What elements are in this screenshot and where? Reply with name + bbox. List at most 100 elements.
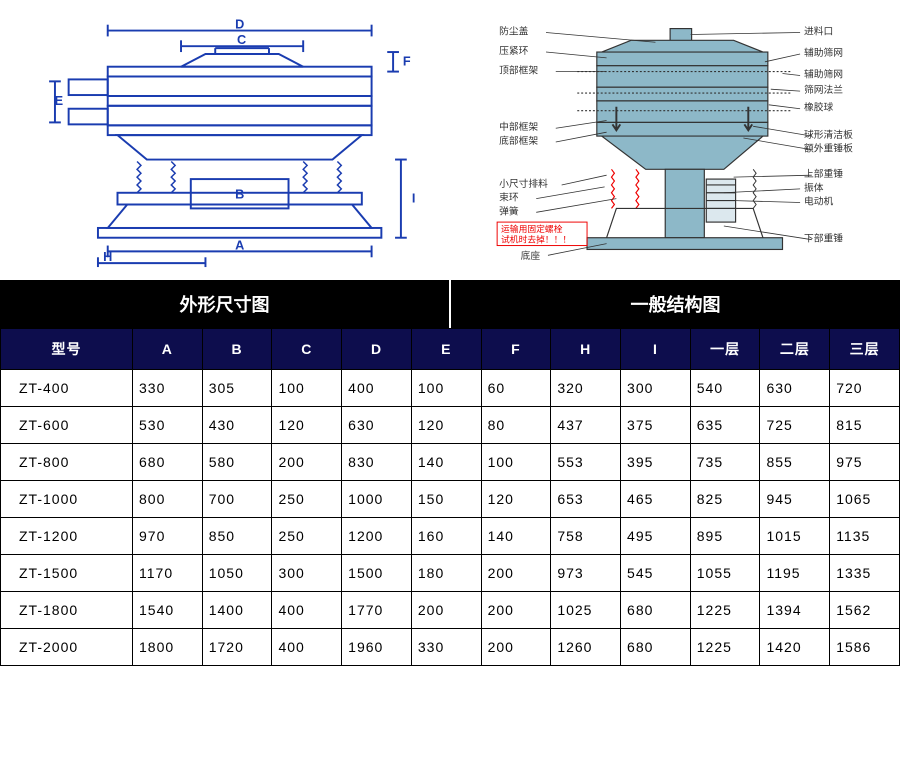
table-cell: 1225 bbox=[690, 629, 760, 666]
structure-label: 中部框架 bbox=[499, 120, 538, 133]
table-cell: 140 bbox=[481, 518, 551, 555]
table-cell: 100 bbox=[272, 370, 342, 407]
table-header: B bbox=[202, 329, 272, 370]
table-row: ZT-1500117010503001500180200973545105511… bbox=[1, 555, 900, 592]
table-header: 二层 bbox=[760, 329, 830, 370]
title-left: 外形尺寸图 bbox=[0, 280, 449, 328]
table-header-row: 型号ABCDEFHI一层二层三层 bbox=[1, 329, 900, 370]
structure-label: 橡胶球 bbox=[804, 101, 834, 114]
table-cell: 400 bbox=[272, 629, 342, 666]
table-cell: 1260 bbox=[551, 629, 621, 666]
structure-label: 下部重锤 bbox=[804, 232, 843, 245]
structure-label: 上部重锤 bbox=[804, 167, 843, 180]
table-cell: ZT-1500 bbox=[1, 555, 133, 592]
table-cell: 60 bbox=[481, 370, 551, 407]
table-header: 三层 bbox=[830, 329, 900, 370]
dim-C: C bbox=[237, 33, 246, 47]
table-header: H bbox=[551, 329, 621, 370]
title-right: 一般结构图 bbox=[449, 280, 900, 328]
table-cell: 680 bbox=[621, 629, 691, 666]
table-cell: 973 bbox=[551, 555, 621, 592]
table-cell: 495 bbox=[621, 518, 691, 555]
table-cell: ZT-400 bbox=[1, 370, 133, 407]
table-cell: 580 bbox=[202, 444, 272, 481]
table-cell: 970 bbox=[133, 518, 203, 555]
table-cell: 250 bbox=[272, 481, 342, 518]
red-note-2: 试机时去掉！！！ bbox=[501, 234, 571, 245]
table-cell: 1055 bbox=[690, 555, 760, 592]
structure-label: 底部框架 bbox=[499, 134, 538, 147]
structure-label: 辅助筛网 bbox=[804, 46, 843, 59]
table-cell: 1586 bbox=[830, 629, 900, 666]
table-cell: 1960 bbox=[342, 629, 412, 666]
table-cell: ZT-1000 bbox=[1, 481, 133, 518]
table-cell: 1720 bbox=[202, 629, 272, 666]
table-cell: 150 bbox=[411, 481, 481, 518]
table-cell: 400 bbox=[272, 592, 342, 629]
table-cell: 200 bbox=[411, 592, 481, 629]
table-cell: 1540 bbox=[133, 592, 203, 629]
table-cell: 1025 bbox=[551, 592, 621, 629]
table-cell: 200 bbox=[272, 444, 342, 481]
table-cell: 1195 bbox=[760, 555, 830, 592]
table-cell: 530 bbox=[133, 407, 203, 444]
table-cell: 553 bbox=[551, 444, 621, 481]
structure-diagram: 防尘盖压紧环顶部框架中部框架底部框架小尺寸排料束环弹簧 进料口辅助筛网辅助筛网筛… bbox=[450, 0, 900, 280]
table-cell: 375 bbox=[621, 407, 691, 444]
table-cell: 180 bbox=[411, 555, 481, 592]
table-header: 一层 bbox=[690, 329, 760, 370]
table-cell: 305 bbox=[202, 370, 272, 407]
table-cell: 1400 bbox=[202, 592, 272, 629]
table-row: ZT-1800154014004001770200200102568012251… bbox=[1, 592, 900, 629]
structure-label: 压紧环 bbox=[499, 45, 529, 57]
table-cell: 1170 bbox=[133, 555, 203, 592]
table-header: D bbox=[342, 329, 412, 370]
table-cell: 1800 bbox=[133, 629, 203, 666]
table-cell: 1135 bbox=[830, 518, 900, 555]
table-cell: ZT-1800 bbox=[1, 592, 133, 629]
table-cell: 855 bbox=[760, 444, 830, 481]
table-row: ZT-1200970850250120016014075849589510151… bbox=[1, 518, 900, 555]
table-cell: 1225 bbox=[690, 592, 760, 629]
table-cell: 800 bbox=[133, 481, 203, 518]
table-header: 型号 bbox=[1, 329, 133, 370]
table-cell: 680 bbox=[621, 592, 691, 629]
table-cell: 830 bbox=[342, 444, 412, 481]
spec-table: 型号ABCDEFHI一层二层三层 ZT-40033030510040010060… bbox=[0, 328, 900, 666]
table-row: ZT-200018001720400196033020012606801225 1… bbox=[1, 629, 900, 666]
table-row: ZT-60053043012063012080437375635725815 bbox=[1, 407, 900, 444]
table-cell: 200 bbox=[481, 592, 551, 629]
table-cell: 300 bbox=[272, 555, 342, 592]
table-cell: 1394 bbox=[760, 592, 830, 629]
title-bar: 外形尺寸图 一般结构图 bbox=[0, 280, 900, 328]
table-header: E bbox=[411, 329, 481, 370]
structure-label: 顶部框架 bbox=[499, 64, 538, 77]
structure-label: 振体 bbox=[804, 181, 824, 194]
table-cell: ZT-2000 bbox=[1, 629, 133, 666]
table-row: ZT-800680580200830140100553395735855975 bbox=[1, 444, 900, 481]
table-cell: 330 bbox=[133, 370, 203, 407]
table-cell: 825 bbox=[690, 481, 760, 518]
structure-label: 辅助筛网 bbox=[804, 67, 843, 80]
table-cell: 1015 bbox=[760, 518, 830, 555]
table-row: ZT-40033030510040010060320300540630720 bbox=[1, 370, 900, 407]
table-cell: 680 bbox=[133, 444, 203, 481]
table-cell: ZT-600 bbox=[1, 407, 133, 444]
structure-label: 小尺寸排料 bbox=[499, 177, 548, 190]
table-cell: 630 bbox=[342, 407, 412, 444]
table-cell: 120 bbox=[272, 407, 342, 444]
structure-label: 筛网法兰 bbox=[804, 83, 843, 96]
table-cell: 140 bbox=[411, 444, 481, 481]
table-cell: 300 bbox=[621, 370, 691, 407]
table-cell: 330 bbox=[411, 629, 481, 666]
table-cell: ZT-1200 bbox=[1, 518, 133, 555]
table-cell: 630 bbox=[760, 370, 830, 407]
table-cell: 200 bbox=[481, 629, 551, 666]
table-header: I bbox=[621, 329, 691, 370]
table-cell: 80 bbox=[481, 407, 551, 444]
table-cell: 120 bbox=[411, 407, 481, 444]
table-cell: 540 bbox=[690, 370, 760, 407]
table-cell: 545 bbox=[621, 555, 691, 592]
table-cell: 1200 bbox=[342, 518, 412, 555]
table-body: ZT-40033030510040010060320300540630720ZT… bbox=[1, 370, 900, 666]
